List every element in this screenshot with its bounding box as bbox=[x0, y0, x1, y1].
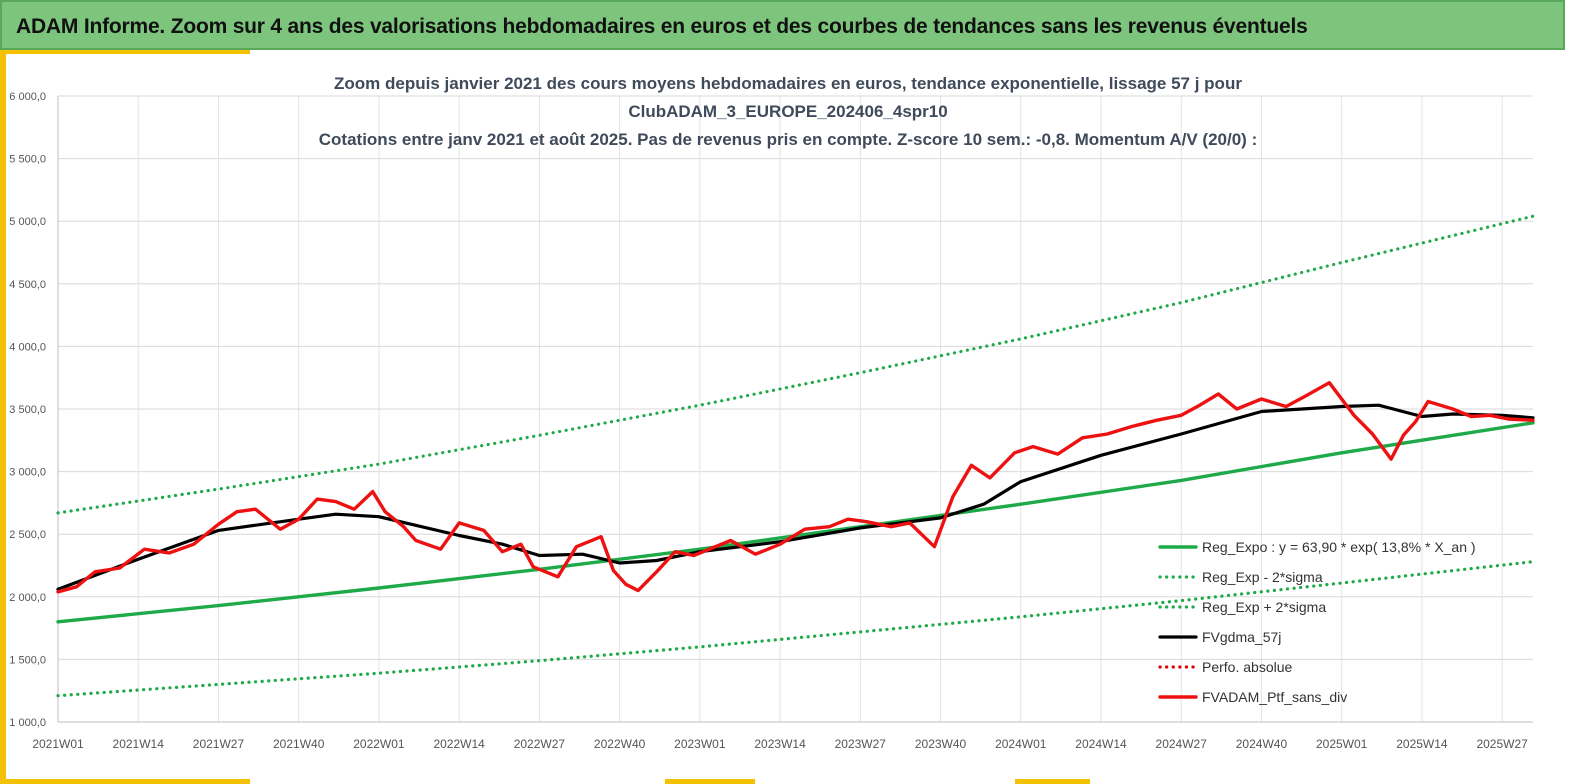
x-tick-label: 2023W14 bbox=[754, 737, 806, 751]
legend-label-1: Reg_Exp - 2*sigma bbox=[1202, 569, 1323, 585]
y-tick-label: 1 000,0 bbox=[9, 717, 46, 729]
x-tick-label: 2022W27 bbox=[514, 737, 566, 751]
x-tick-label: 2025W01 bbox=[1316, 737, 1368, 751]
y-tick-label: 4 000,0 bbox=[9, 341, 46, 353]
series-line-5 bbox=[56, 381, 1535, 594]
page-title: ADAM Informe. Zoom sur 4 ans des valoris… bbox=[16, 15, 1308, 38]
x-tick-label: 2022W01 bbox=[353, 737, 405, 751]
x-tick-label: 2024W27 bbox=[1156, 737, 1208, 751]
x-tick-label: 2021W27 bbox=[193, 737, 245, 751]
legend-label-4: Perfo. absolue bbox=[1202, 659, 1292, 675]
accent-bar-bottom-2 bbox=[665, 779, 755, 784]
x-tick-label: 2023W40 bbox=[915, 737, 967, 751]
x-tick-label: 2025W27 bbox=[1476, 737, 1528, 751]
y-tick-label: 2 500,0 bbox=[9, 529, 46, 541]
y-tick-label: 5 500,0 bbox=[9, 154, 46, 166]
x-tick-label: 2023W27 bbox=[835, 737, 887, 751]
accent-bar-bottom bbox=[0, 779, 250, 784]
series-line-1 bbox=[56, 214, 1535, 515]
y-tick-label: 4 500,0 bbox=[9, 279, 46, 291]
legend: Reg_Expo : y = 63,90 * exp( 13,8% * X_an… bbox=[1158, 539, 1476, 705]
legend-label-0: Reg_Expo : y = 63,90 * exp( 13,8% * X_an… bbox=[1202, 539, 1476, 555]
series-line-2 bbox=[56, 560, 1535, 698]
legend-label-5: FVADAM_Ptf_sans_div bbox=[1202, 689, 1347, 705]
x-tick-label: 2023W01 bbox=[674, 737, 726, 751]
x-tick-label: 2021W40 bbox=[273, 737, 325, 751]
chart-title-line-2: ClubADAM_3_EUROPE_202406_4spr10 bbox=[628, 102, 947, 121]
y-tick-label: 6 000,0 bbox=[9, 91, 46, 103]
x-tick-label: 2021W14 bbox=[113, 737, 165, 751]
x-tick-label: 2024W01 bbox=[995, 737, 1047, 751]
chart-title-line-3: Cotations entre janv 2021 et août 2025. … bbox=[319, 130, 1257, 149]
y-tick-label: 1 500,0 bbox=[9, 654, 46, 666]
accent-bar-left bbox=[0, 50, 6, 784]
legend-label-2: Reg_Exp + 2*sigma bbox=[1202, 599, 1326, 615]
series-line-3 bbox=[56, 403, 1535, 591]
chart-title-line-1: Zoom depuis janvier 2021 des cours moyen… bbox=[334, 74, 1242, 93]
accent-bar-top bbox=[0, 50, 250, 54]
axes: 1 000,0 1 500,0 2 000,0 2 500,0 3 000,0 3 500… bbox=[9, 91, 1533, 751]
y-tick-label: 5 000,0 bbox=[9, 216, 46, 228]
header-banner: ADAM Informe. Zoom sur 4 ans des valoris… bbox=[0, 0, 1565, 50]
accent-bar-bottom-3 bbox=[1015, 779, 1090, 784]
legend-label-3: FVgdma_57j bbox=[1202, 629, 1281, 645]
chart-title: Zoom depuis janvier 2021 des cours moyen… bbox=[319, 74, 1257, 149]
x-tick-label: 2025W14 bbox=[1396, 737, 1448, 751]
series-lines bbox=[56, 214, 1535, 698]
line-chart: 1 000,0 1 500,0 2 000,0 2 500,0 3 000,0 3 500… bbox=[9, 74, 1535, 751]
x-tick-label: 2022W40 bbox=[594, 737, 646, 751]
x-tick-label: 2021W01 bbox=[32, 737, 84, 751]
series-line-0 bbox=[56, 421, 1535, 624]
x-tick-label: 2024W40 bbox=[1236, 737, 1288, 751]
x-tick-label: 2022W14 bbox=[433, 737, 485, 751]
x-tick-label: 2024W14 bbox=[1075, 737, 1127, 751]
y-tick-label: 3 000,0 bbox=[9, 467, 46, 479]
y-tick-label: 2 000,0 bbox=[9, 592, 46, 604]
y-tick-label: 3 500,0 bbox=[9, 404, 46, 416]
